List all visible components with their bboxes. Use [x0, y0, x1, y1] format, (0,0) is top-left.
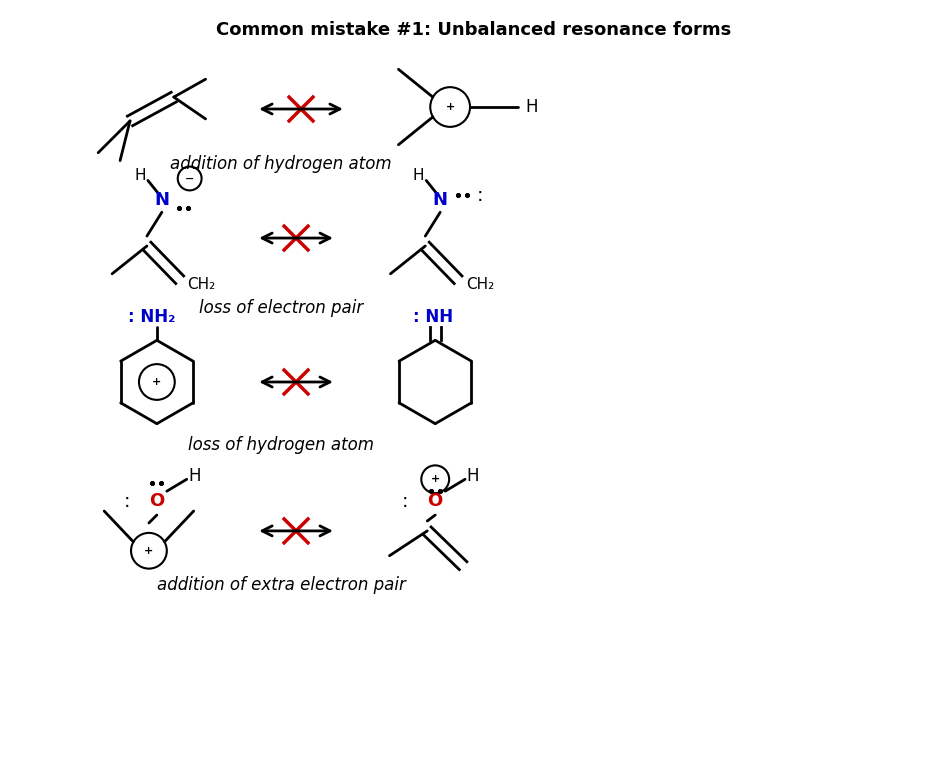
Text: N: N: [432, 191, 447, 210]
Text: addition of hydrogen atom: addition of hydrogen atom: [171, 155, 392, 173]
Text: : NH₂: : NH₂: [128, 309, 175, 326]
Text: CH₂: CH₂: [188, 277, 216, 292]
Text: +: +: [446, 102, 455, 112]
Text: Common mistake #1: Unbalanced resonance forms: Common mistake #1: Unbalanced resonance …: [216, 21, 732, 39]
Text: N: N: [155, 191, 170, 210]
Text: addition of extra electron pair: addition of extra electron pair: [156, 577, 406, 594]
Text: loss of electron pair: loss of electron pair: [199, 299, 363, 316]
Text: O: O: [149, 492, 165, 510]
Text: H: H: [525, 98, 538, 116]
Text: O: O: [428, 492, 443, 510]
Text: H: H: [189, 467, 201, 485]
Text: −: −: [185, 174, 194, 184]
Text: :: :: [402, 491, 409, 511]
Text: CH₂: CH₂: [465, 277, 494, 292]
Text: H: H: [135, 168, 146, 183]
Text: loss of hydrogen atom: loss of hydrogen atom: [188, 436, 374, 453]
Text: :: :: [124, 491, 130, 511]
Text: H: H: [412, 168, 424, 183]
Text: : NH: : NH: [413, 309, 453, 326]
Text: +: +: [430, 474, 440, 485]
Text: :: :: [477, 186, 483, 205]
Text: H: H: [466, 467, 480, 485]
Text: +: +: [144, 546, 154, 555]
Text: +: +: [153, 377, 161, 387]
